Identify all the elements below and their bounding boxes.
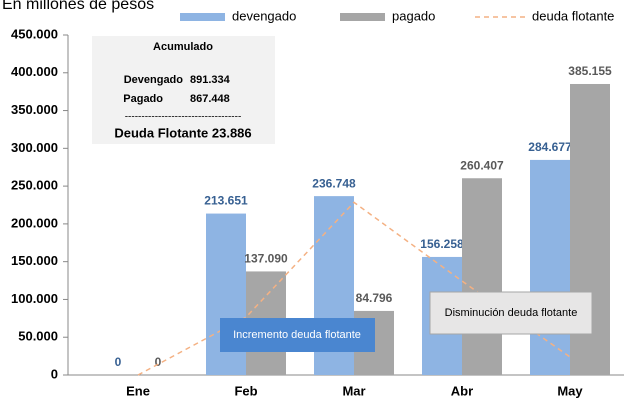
y-tick-label: 0 [51, 366, 58, 381]
y-tick-label: 200.000 [11, 215, 58, 230]
data-label: 0 [155, 355, 162, 369]
bar [530, 159, 570, 375]
x-tick-label: Ene [126, 383, 150, 398]
data-label: 156.258 [420, 237, 464, 251]
data-label: 137.090 [244, 252, 288, 266]
y-tick-label: 50.000 [18, 329, 58, 344]
legend-swatch [180, 13, 225, 21]
line [137, 201, 571, 376]
data-label: 0 [115, 355, 122, 369]
bar [462, 178, 502, 375]
data-label: 284.677 [528, 140, 572, 154]
chart-title: En millones de pesos [2, 0, 154, 13]
summary-label: Pagado [123, 93, 163, 105]
legend-label: pagado [392, 8, 435, 23]
x-tick-label: May [557, 383, 583, 398]
callout-text: Incremento deuda flotante [233, 329, 361, 341]
summary-label: Devengado [124, 74, 184, 86]
y-tick-label: 250.000 [11, 178, 58, 193]
callout-text: Disminución deuda flotante [445, 307, 578, 319]
y-tick-label: 300.000 [11, 140, 58, 155]
x-tick-label: Abr [451, 383, 473, 398]
legend-swatch [340, 13, 385, 21]
summary-value: 867.448 [190, 93, 230, 105]
y-tick-label: 400.000 [11, 64, 58, 79]
callout-box [429, 291, 593, 335]
y-tick-label: 450.000 [11, 26, 58, 41]
x-tick-label: Mar [342, 383, 365, 398]
y-tick-label: 100.000 [11, 291, 58, 306]
data-label: 260.407 [460, 158, 504, 172]
summary-separator: ----------------------------------- [125, 112, 242, 123]
data-label: 213.651 [204, 194, 248, 208]
legend-label: devengado [232, 8, 296, 23]
y-tick-label: 350.000 [11, 102, 58, 117]
summary-total: Deuda Flotante 23.886 [114, 125, 251, 140]
summary-value: 891.334 [190, 74, 231, 86]
data-label: 385.155 [568, 64, 612, 78]
x-tick-label: Feb [234, 383, 257, 398]
legend-label: deuda flotante [532, 8, 614, 23]
y-tick-label: 150.000 [11, 253, 58, 268]
data-label: 236.748 [312, 176, 356, 190]
data-label: 84.796 [356, 291, 393, 305]
callout-box [220, 318, 375, 352]
summary-box [92, 36, 275, 144]
summary-title: Acumulado [153, 41, 213, 53]
callouts: Incremento deuda flotante Disminución de… [220, 291, 593, 352]
